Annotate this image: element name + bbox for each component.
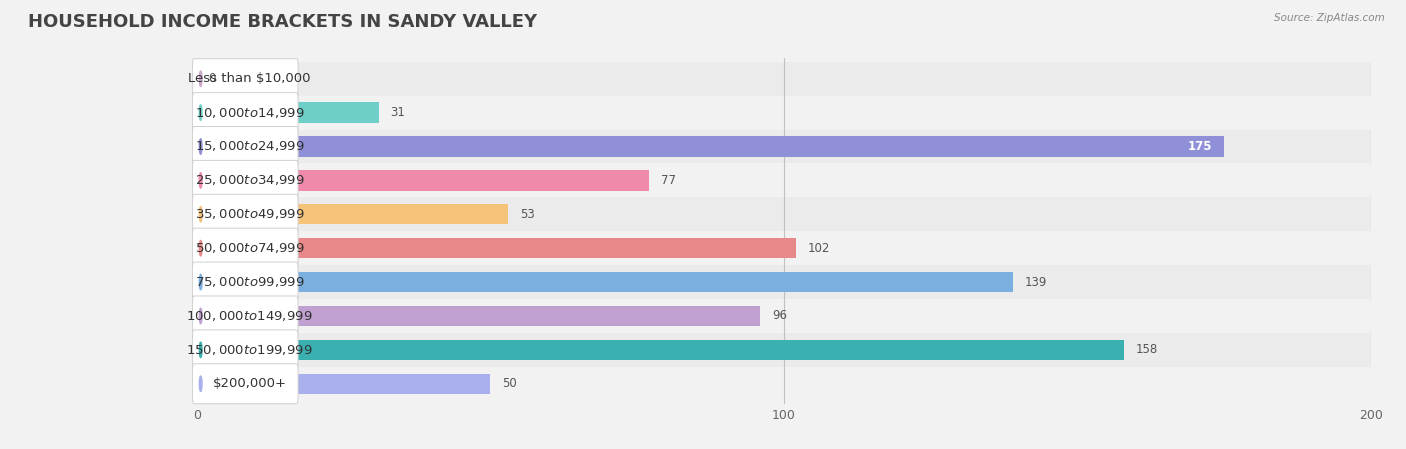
Bar xyxy=(197,306,761,326)
Bar xyxy=(197,136,1225,157)
Circle shape xyxy=(200,207,202,222)
Bar xyxy=(197,170,648,190)
FancyBboxPatch shape xyxy=(193,330,298,370)
Circle shape xyxy=(200,241,202,256)
Text: 53: 53 xyxy=(520,208,534,221)
Text: $150,000 to $199,999: $150,000 to $199,999 xyxy=(187,343,314,357)
Circle shape xyxy=(200,342,202,357)
Text: $25,000 to $34,999: $25,000 to $34,999 xyxy=(195,173,305,187)
Text: $15,000 to $24,999: $15,000 to $24,999 xyxy=(195,140,305,154)
Bar xyxy=(197,204,508,224)
Circle shape xyxy=(200,308,202,324)
Bar xyxy=(197,163,1371,198)
Text: $50,000 to $74,999: $50,000 to $74,999 xyxy=(195,241,305,255)
Circle shape xyxy=(200,376,202,392)
FancyBboxPatch shape xyxy=(193,160,298,200)
Bar xyxy=(197,130,1371,163)
Bar xyxy=(197,367,1371,401)
Text: $35,000 to $49,999: $35,000 to $49,999 xyxy=(195,207,305,221)
Bar xyxy=(197,231,1371,265)
Text: 50: 50 xyxy=(502,377,517,390)
Bar xyxy=(197,374,491,394)
Text: $200,000+: $200,000+ xyxy=(212,377,287,390)
FancyBboxPatch shape xyxy=(193,194,298,234)
Text: Less than $10,000: Less than $10,000 xyxy=(188,72,311,85)
Bar xyxy=(197,272,1012,292)
Bar xyxy=(197,333,1371,367)
Circle shape xyxy=(200,274,202,290)
Circle shape xyxy=(200,105,202,120)
Text: $10,000 to $14,999: $10,000 to $14,999 xyxy=(195,106,305,119)
Text: Source: ZipAtlas.com: Source: ZipAtlas.com xyxy=(1274,13,1385,23)
Text: $75,000 to $99,999: $75,000 to $99,999 xyxy=(195,275,305,289)
Text: $100,000 to $149,999: $100,000 to $149,999 xyxy=(187,309,314,323)
FancyBboxPatch shape xyxy=(193,262,298,302)
FancyBboxPatch shape xyxy=(193,364,298,404)
Bar xyxy=(197,198,1371,231)
Bar xyxy=(197,62,1371,96)
Bar xyxy=(197,340,1125,360)
Text: 96: 96 xyxy=(772,309,787,322)
Text: 77: 77 xyxy=(661,174,675,187)
Circle shape xyxy=(200,71,202,87)
Circle shape xyxy=(200,139,202,154)
Text: 102: 102 xyxy=(807,242,830,255)
Text: 175: 175 xyxy=(1188,140,1212,153)
FancyBboxPatch shape xyxy=(193,296,298,336)
Text: HOUSEHOLD INCOME BRACKETS IN SANDY VALLEY: HOUSEHOLD INCOME BRACKETS IN SANDY VALLE… xyxy=(28,13,537,31)
FancyBboxPatch shape xyxy=(193,228,298,268)
Text: 158: 158 xyxy=(1136,343,1159,357)
Text: 0: 0 xyxy=(208,72,217,85)
FancyBboxPatch shape xyxy=(193,127,298,167)
Bar xyxy=(197,102,378,123)
Bar xyxy=(197,299,1371,333)
Bar xyxy=(197,96,1371,130)
Circle shape xyxy=(200,173,202,188)
Text: 31: 31 xyxy=(391,106,405,119)
FancyBboxPatch shape xyxy=(193,59,298,99)
Text: 139: 139 xyxy=(1025,276,1047,289)
Bar xyxy=(197,238,796,258)
FancyBboxPatch shape xyxy=(193,92,298,132)
Bar xyxy=(197,265,1371,299)
